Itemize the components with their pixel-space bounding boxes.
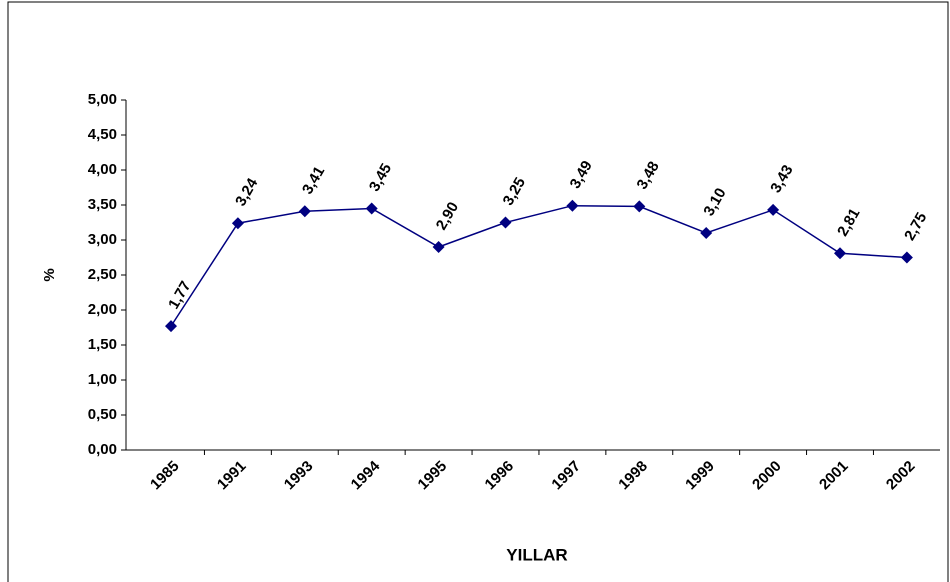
- marker: [767, 203, 780, 216]
- y-tick-label: 3,00: [88, 231, 117, 248]
- x-axis-label: YILLAR: [506, 545, 567, 564]
- marker: [432, 241, 445, 253]
- data-label: 3,43: [767, 162, 796, 196]
- x-tick-label: 2002: [883, 458, 919, 494]
- y-tick-label: 5,00: [88, 91, 117, 108]
- marker: [231, 217, 244, 230]
- y-tick-label: 4,50: [88, 126, 117, 143]
- data-label: 2,81: [834, 205, 863, 239]
- marker: [900, 251, 913, 264]
- x-tick-label: 1994: [348, 457, 384, 493]
- marker: [298, 205, 311, 218]
- data-label: 3,41: [299, 163, 328, 197]
- marker: [566, 199, 579, 212]
- data-label: 3,24: [232, 175, 262, 209]
- chart-frame: [7, 1, 949, 582]
- y-tick-label: 2,00: [88, 301, 117, 318]
- x-tick-label: 1996: [482, 458, 518, 494]
- data-label: 1,77: [165, 278, 194, 312]
- data-label: 3,25: [500, 175, 529, 209]
- y-tick-label: 2,50: [88, 266, 117, 283]
- marker: [633, 200, 646, 213]
- marker: [834, 247, 846, 260]
- line: [170, 204, 907, 327]
- y-tick-label: 0,50: [88, 406, 117, 423]
- x-tick-label: 2000: [749, 458, 785, 494]
- x-tick-label: 1995: [415, 458, 451, 494]
- x-tick-label: 2001: [816, 458, 852, 494]
- marker: [499, 216, 512, 229]
- x-tick-label: 1991: [214, 458, 250, 494]
- data-label: 3,49: [567, 158, 596, 192]
- y-axis-label: %: [41, 268, 58, 281]
- x-tick-label: 1999: [682, 458, 718, 494]
- x-tick-label: 1993: [281, 458, 317, 494]
- y-tick-label: 4,00: [88, 161, 117, 178]
- y-tick-label: 1,00: [88, 371, 117, 388]
- data-label: 3,10: [700, 185, 729, 219]
- y-tick-label: 0,00: [88, 441, 117, 458]
- data-label: 3,45: [366, 161, 395, 195]
- marker: [700, 227, 713, 239]
- x-tick-label: 1985: [147, 458, 183, 494]
- y-tick-label: 1,50: [88, 336, 117, 353]
- data-label: 3,48: [633, 159, 662, 193]
- data-label: 2,75: [901, 210, 930, 244]
- marker: [165, 320, 177, 333]
- data-label: 2,90: [433, 199, 462, 233]
- marker: [365, 202, 378, 215]
- x-tick-label: 1997: [548, 458, 584, 494]
- x-tick-label: 1998: [615, 458, 651, 494]
- y-tick-label: 3,50: [88, 196, 117, 213]
